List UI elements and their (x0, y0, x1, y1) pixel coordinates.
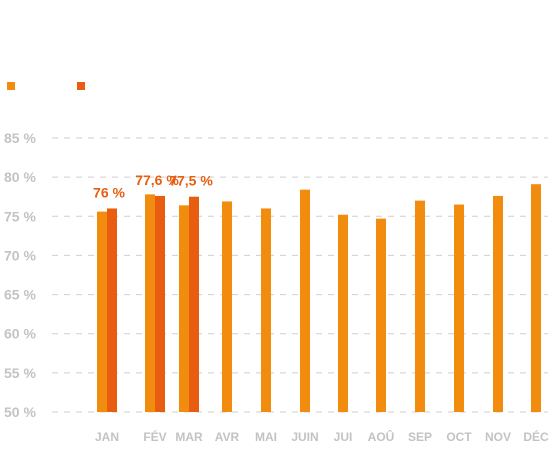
x-tick-label: DÉC (523, 429, 549, 444)
bar (415, 200, 425, 412)
bar (145, 194, 155, 412)
y-tick-label: 55 % (4, 365, 36, 381)
legend-swatch-series-2 (77, 82, 85, 90)
bar (107, 208, 117, 412)
bar (300, 189, 310, 412)
bar (155, 195, 165, 412)
y-tick-label: 60 % (4, 326, 36, 342)
bar (493, 195, 503, 412)
data-label: 76 % (93, 184, 125, 200)
bar (338, 214, 348, 412)
x-tick-label: JUI (334, 430, 353, 444)
x-tick-label: SEP (408, 430, 432, 444)
bar (97, 211, 107, 412)
bar (376, 218, 386, 412)
y-tick-label: 70 % (4, 247, 36, 263)
x-tick-label: AOÛ (368, 429, 395, 444)
x-tick-label: MAI (255, 430, 277, 444)
x-tick-label: NOV (485, 430, 511, 444)
bar (222, 201, 232, 412)
bar (189, 196, 199, 412)
x-tick-label: FÉV (143, 429, 166, 444)
bar (454, 204, 464, 412)
bar (261, 208, 271, 412)
y-tick-label: 75 % (4, 208, 36, 224)
x-tick-label: OCT (446, 430, 472, 444)
data-label: 77,6 % (135, 172, 179, 188)
x-tick-label: AVR (215, 430, 240, 444)
bar (179, 205, 189, 412)
y-tick-label: 65 % (4, 287, 36, 303)
y-tick-label: 85 % (4, 130, 36, 146)
x-tick-label: MAR (175, 430, 203, 444)
x-tick-label: JAN (95, 430, 119, 444)
y-tick-label: 50 % (4, 404, 36, 420)
y-tick-label: 80 % (4, 169, 36, 185)
bar (531, 184, 541, 412)
x-tick-label: JUIN (291, 430, 318, 444)
legend-swatch-series-1 (7, 82, 15, 90)
data-label: 77,5 % (169, 173, 213, 189)
